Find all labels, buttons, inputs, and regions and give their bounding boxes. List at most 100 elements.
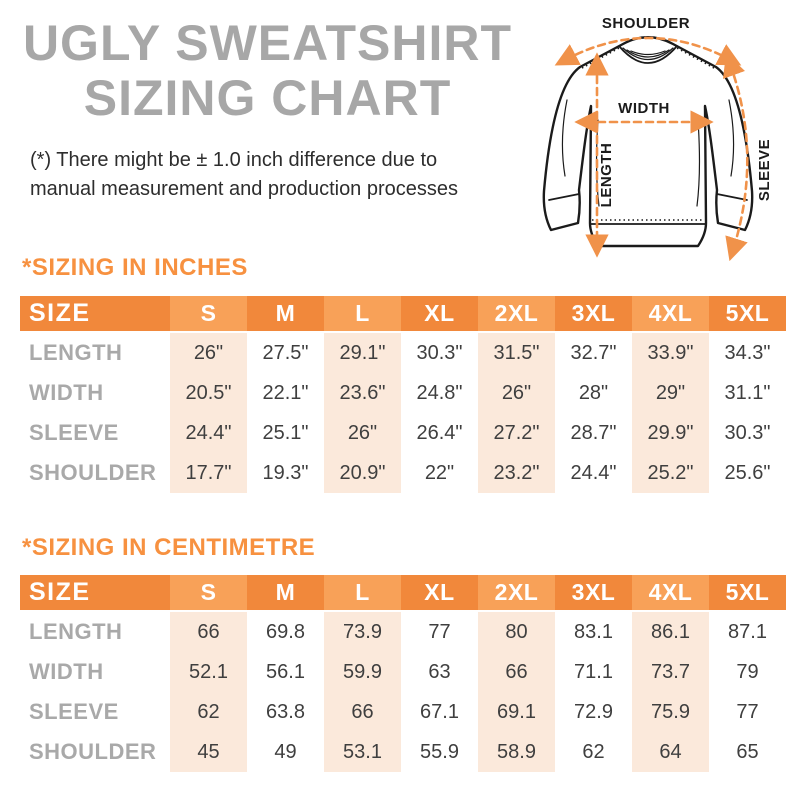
header-cell-L: L [324,296,401,331]
value-cell: 66 [324,692,401,732]
value-cell: 25.1" [247,413,324,453]
sizing-table-inches: SIZE S M L XL 2XL 3XL 4XL 5XL LENGTH 26" 27.5" 29.1"… [20,296,786,493]
value-cell: 79 [709,652,786,692]
value-cell: 32.7" [555,333,632,373]
header-cell-4XL: 4XL [632,296,709,331]
section-title-inches: *SIZING IN INCHES [22,254,248,281]
header-cell-2XL: 2XL [478,296,555,331]
value-cell: 26.4" [401,413,478,453]
value-cell: 31.1" [709,373,786,413]
page-title: UGLY SWEATSHIRT SIZING CHART [0,16,535,126]
value-cell: 52.1 [170,652,247,692]
value-cell: 24.4" [170,413,247,453]
header-cell-5XL: 5XL [709,296,786,331]
value-cell: 20.9" [324,453,401,493]
value-cell: 62 [555,732,632,772]
value-cell: 49 [247,732,324,772]
value-cell: 62 [170,692,247,732]
sizing-table-centimetre: SIZE S M L XL 2XL 3XL 4XL 5XL LENGTH 66 69.8 73.9 77 8… [20,575,786,772]
value-cell: 80 [478,612,555,652]
header-cell-M: M [247,296,324,331]
value-cell: 66 [478,652,555,692]
header-cell-M: M [247,575,324,610]
value-cell: 23.2" [478,453,555,493]
value-cell: 65 [709,732,786,772]
sleeve-arrow [722,52,749,262]
value-cell: 73.9 [324,612,401,652]
shoulder-arrow [554,36,742,66]
value-cell: 59.9 [324,652,401,692]
value-cell: 55.9 [401,732,478,772]
value-cell: 17.7" [170,453,247,493]
page-title-line2: SIZING CHART [83,70,452,126]
value-cell: 66 [170,612,247,652]
value-cell: 29.9" [632,413,709,453]
value-cell: 53.1 [324,732,401,772]
value-cell: 73.7 [632,652,709,692]
header-cell-XL: XL [401,575,478,610]
value-cell: 86.1 [632,612,709,652]
value-cell: 63 [401,652,478,692]
header-cell-4XL: 4XL [632,575,709,610]
row-label-shoulder: SHOULDER [20,453,170,493]
value-cell: 29.1" [324,333,401,373]
header-cell-S: S [170,296,247,331]
value-cell: 25.2" [632,453,709,493]
header-spacer [20,610,786,612]
row-label-sleeve: SLEEVE [20,413,170,453]
length-label: LENGTH [598,143,615,208]
header-cell-S: S [170,575,247,610]
header-cell-XL: XL [401,296,478,331]
value-cell: 26" [324,413,401,453]
value-cell: 24.8" [401,373,478,413]
header-cell-3XL: 3XL [555,575,632,610]
value-cell: 83.1 [555,612,632,652]
value-cell: 69.1 [478,692,555,732]
value-cell: 25.6" [709,453,786,493]
header-cell-5XL: 5XL [709,575,786,610]
value-cell: 20.5" [170,373,247,413]
width-label: WIDTH [618,100,670,117]
header-cell-L: L [324,575,401,610]
value-cell: 45 [170,732,247,772]
header-spacer [20,331,786,333]
value-cell: 26" [170,333,247,373]
value-cell: 33.9" [632,333,709,373]
shoulder-label: SHOULDER [602,15,690,32]
sleeve-label: SLEEVE [756,139,773,201]
value-cell: 27.2" [478,413,555,453]
sweatshirt-outline-icon [542,36,754,248]
value-cell: 22.1" [247,373,324,413]
header-cell-2XL: 2XL [478,575,555,610]
row-label-width: WIDTH [20,373,170,413]
row-label-sleeve: SLEEVE [20,692,170,732]
tolerance-note: (*) There might be ± 1.0 inch difference… [30,146,530,204]
value-cell: 58.9 [478,732,555,772]
value-cell: 30.3" [401,333,478,373]
value-cell: 23.6" [324,373,401,413]
value-cell: 72.9 [555,692,632,732]
value-cell: 28.7" [555,413,632,453]
value-cell: 64 [632,732,709,772]
value-cell: 87.1 [709,612,786,652]
tolerance-note-line1: (*) There might be ± 1.0 inch difference… [30,149,438,171]
value-cell: 77 [709,692,786,732]
value-cell: 69.8 [247,612,324,652]
header-cell-3XL: 3XL [555,296,632,331]
row-label-width: WIDTH [20,652,170,692]
value-cell: 75.9 [632,692,709,732]
sweatshirt-diagram: SHOULDER WIDTH LENGTH SLEEVE [542,15,773,262]
value-cell: 71.1 [555,652,632,692]
value-cell: 29" [632,373,709,413]
value-cell: 77 [401,612,478,652]
value-cell: 63.8 [247,692,324,732]
value-cell: 67.1 [401,692,478,732]
value-cell: 28" [555,373,632,413]
value-cell: 56.1 [247,652,324,692]
value-cell: 19.3" [247,453,324,493]
value-cell: 27.5" [247,333,324,373]
value-cell: 22" [401,453,478,493]
row-label-shoulder: SHOULDER [20,732,170,772]
value-cell: 34.3" [709,333,786,373]
